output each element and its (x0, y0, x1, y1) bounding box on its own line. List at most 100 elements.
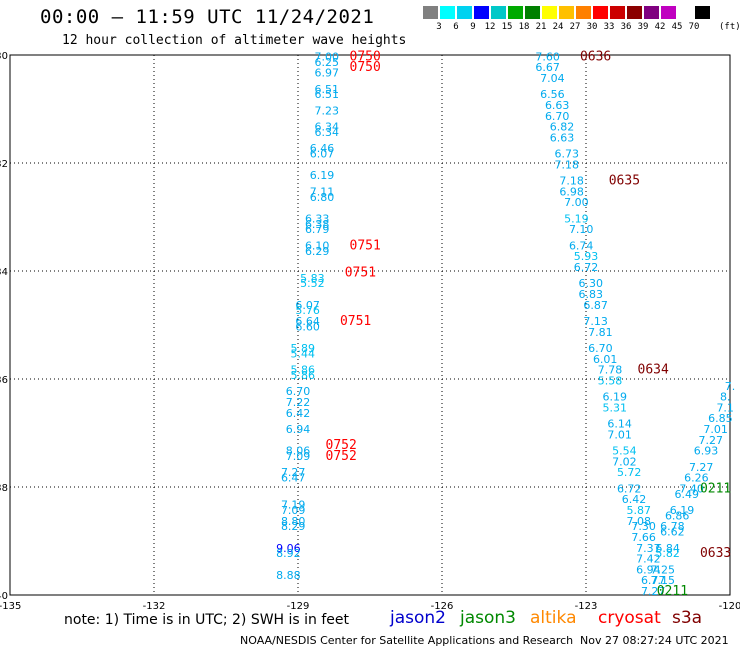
swh-value: 5.83 (300, 272, 325, 285)
swh-value: 6.63 (545, 99, 570, 112)
data-marks: 7.006.256.976.516.517.236.346.346.466.07… (276, 49, 735, 599)
footer-note: note: 1) Time is in UTC; 2) SWH is in fe… (64, 612, 350, 628)
swh-value: 6.83 (579, 288, 604, 301)
pass-time-label: 0636 (580, 49, 611, 64)
legend-jason2: jason2 (390, 608, 446, 628)
y-tick-label: -40 (0, 591, 8, 602)
swh-value: 6.42 (622, 493, 647, 506)
pass-time-label: 0211 (700, 481, 731, 496)
colorbar-label: 70 (688, 22, 700, 32)
pass-time-label: 0635 (609, 174, 640, 189)
series-s3a: 7.606.677.046.566.636.706.826.636.737.18… (535, 49, 731, 598)
swh-value: 6.70 (286, 385, 311, 398)
swh-value: 6.33 (305, 212, 330, 225)
colorbar-label: 42 (654, 22, 666, 32)
swh-value: 7.23 (315, 104, 340, 117)
swh-value: 5.19 (564, 212, 589, 225)
x-tick-label: -129 (287, 601, 310, 612)
colorbar-swatch (490, 5, 507, 20)
grid (10, 55, 730, 595)
swh-value: 6.63 (550, 131, 575, 144)
swh-value: 6.29 (305, 245, 330, 258)
colorbar-swatch (677, 5, 694, 20)
swh-value: 6.51 (315, 83, 340, 96)
colorbar (422, 5, 711, 20)
swh-value: 7.15 (651, 574, 676, 587)
legend-jason3: jason3 (460, 608, 516, 628)
swh-value: 6.46 (310, 142, 335, 155)
axis-ticks: -135 -132 -129 -126 -123 -120 -30 -32 -34 -36 -38 -… (0, 51, 740, 612)
colorbar-label: 33 (603, 22, 615, 32)
colorbar-swatch (422, 5, 439, 20)
x-tick-label: -132 (143, 601, 166, 612)
swh-value: 6.01 (593, 353, 618, 366)
swh-value: 6.19 (670, 504, 695, 517)
swh-value: 7.18 (559, 175, 584, 188)
swh-value: 7.78 (598, 364, 623, 377)
pass-time-label: 0633 (700, 546, 731, 561)
colorbar-swatch (660, 5, 677, 20)
swh-value: 6.98 (559, 185, 584, 198)
swh-value: 6.82 (550, 121, 575, 134)
colorbar-label: 3 (436, 22, 442, 32)
pass-time-label: 0752 (326, 438, 357, 453)
swh-value: 6.80 (310, 191, 335, 204)
colorbar-label: 6 (453, 22, 459, 32)
legend-altika: altika (530, 608, 577, 628)
swh-value: 7.27 (281, 466, 306, 479)
swh-value: 5.82 (655, 547, 680, 560)
swh-value: 6.73 (555, 148, 580, 161)
colorbar-label: 18 (518, 22, 530, 32)
swh-value: 6.34 (315, 121, 340, 134)
swh-value: 7.66 (631, 531, 656, 544)
swh-value: 7.30 (631, 520, 656, 533)
swh-value: 7. (725, 380, 736, 393)
y-tick-label: -32 (0, 159, 8, 170)
colorbar-swatch (439, 5, 456, 20)
pass-time-label: 0751 (350, 238, 381, 253)
swh-value: 7.19 (281, 499, 306, 512)
swh-value: 6.49 (675, 488, 700, 501)
pass-time-label: 0751 (345, 265, 376, 280)
colorbar-label: 36 (620, 22, 632, 32)
colorbar-unit: (ft) (719, 22, 740, 32)
swh-value: 6.25 (315, 56, 340, 69)
swh-value: 7.09 (286, 450, 311, 463)
x-tick-label: -126 (431, 601, 454, 612)
swh-value: 7.1 (716, 401, 734, 414)
swh-value: 6.74 (569, 239, 594, 252)
legend-cryosat: cryosat (598, 608, 661, 628)
swh-value: 6.93 (694, 445, 719, 458)
swh-value: 7.40 (679, 482, 704, 495)
swh-value: 6.19 (603, 391, 628, 404)
chart-title: 00:00 – 11:59 UTC 11/24/2021 (40, 6, 375, 28)
colorbar-label: 12 (484, 22, 496, 32)
colorbar-swatch (524, 5, 541, 20)
swh-value: 6.94 (286, 423, 311, 436)
swh-value: 7.00 (315, 50, 340, 63)
colorbar-swatch (507, 5, 524, 20)
pass-time-label: 0750 (350, 49, 381, 64)
swh-value: 5.93 (574, 250, 599, 263)
footer-timestamp: Nov 27 08:27:24 UTC 2021 (580, 634, 729, 647)
swh-value: 8.06 (286, 445, 311, 458)
swh-value: 6.79 (305, 223, 330, 236)
swh-value: 9.06 (276, 542, 301, 555)
colorbar-label: 24 (552, 22, 564, 32)
swh-value: 7.22 (286, 396, 311, 409)
swh-value: 6.85 (708, 412, 733, 425)
chart-subtitle: 12 hour collection of altimeter wave hei… (62, 33, 407, 48)
swh-value: 7.42 (636, 553, 661, 566)
series-cryosat: 7.006.256.976.516.517.236.346.346.466.07… (276, 49, 381, 581)
swh-value: 6.77 (641, 574, 666, 587)
colorbar-label: 15 (501, 22, 513, 32)
pass-time-label: 0750 (350, 60, 381, 75)
swh-value: 6.86 (665, 509, 690, 522)
swh-value: 6.42 (286, 407, 311, 420)
swh-value: 6.94 (636, 563, 661, 576)
swh-value: 5.86 (291, 369, 316, 382)
y-tick-label: -34 (0, 267, 8, 278)
swh-value: 7.27 (641, 585, 666, 598)
swh-value: 5.31 (603, 401, 628, 414)
